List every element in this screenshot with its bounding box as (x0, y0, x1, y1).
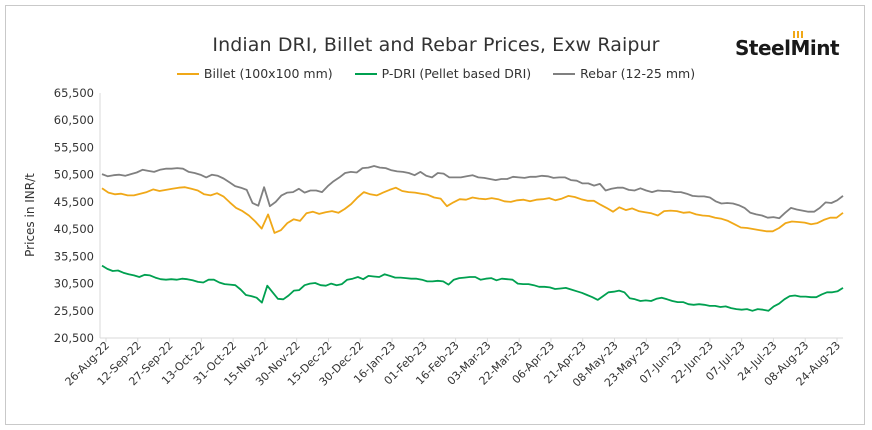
legend-item-billet: Billet (100x100 mm) (176, 66, 333, 81)
y-tick-label: 25,500 (54, 304, 94, 318)
chart-frame (5, 5, 865, 425)
legend-item-rebar: Rebar (12-25 mm) (553, 66, 695, 81)
y-tick-label: 35,500 (54, 249, 94, 263)
chart-title: Indian DRI, Billet and Rebar Prices, Exw… (212, 34, 660, 56)
legend-swatch-rebar (553, 72, 576, 75)
y-tick-label: 65,500 (54, 86, 94, 100)
y-axis: 65,500 60,500 55,500 50,500 45,500 40,500 35,5… (54, 86, 101, 345)
series-line-billet (101, 186, 844, 234)
chart-legend: Billet (100x100 mm) P-DRI (Pellet based … (0, 66, 872, 81)
legend-swatch-billet (176, 72, 199, 75)
series-line-pdri (101, 264, 844, 312)
x-axis: 26-Aug-2212-Sep-2227-Sep-2213-Oct-2231-O… (63, 337, 843, 389)
y-tick-label: 45,500 (54, 195, 94, 209)
brand-logo: SteelMint (735, 36, 840, 60)
series-lines (101, 165, 844, 312)
y-tick-label: 50,500 (54, 168, 94, 182)
brand-logo-icon (793, 31, 803, 38)
y-tick-label: 20,500 (54, 331, 94, 345)
y-tick-label: 30,500 (54, 277, 94, 291)
y-axis-label: Prices in INR/t (23, 173, 37, 257)
legend-item-pdri: P-DRI (Pellet based DRI) (354, 66, 532, 81)
legend-label-rebar: Rebar (12-25 mm) (580, 66, 696, 81)
legend-label-pdri: P-DRI (Pellet based DRI) (381, 66, 532, 81)
legend-swatch-pdri (354, 72, 377, 75)
y-tick-label: 40,500 (54, 222, 94, 236)
y-tick-label: 55,500 (54, 140, 94, 154)
legend-label-billet: Billet (100x100 mm) (203, 66, 333, 81)
series-line-rebar (101, 165, 844, 220)
y-tick-label: 60,500 (54, 113, 94, 127)
